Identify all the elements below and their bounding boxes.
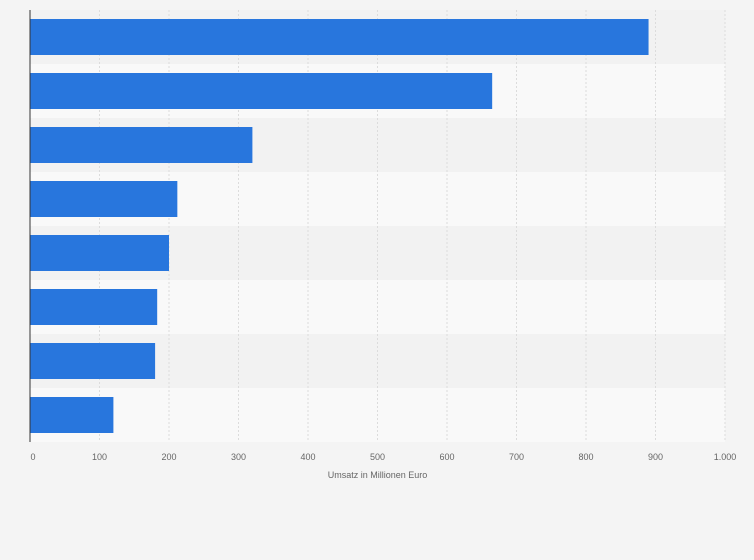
bar[interactable] — [30, 181, 178, 217]
bar[interactable] — [30, 289, 158, 325]
x-tick-label: 800 — [578, 452, 593, 462]
x-tick-label: 600 — [439, 452, 454, 462]
bar[interactable] — [30, 19, 649, 55]
x-axis-title: Umsatz in Millionen Euro — [328, 470, 428, 480]
x-tick-label: 700 — [509, 452, 524, 462]
bar[interactable] — [30, 397, 114, 433]
bar[interactable] — [30, 235, 169, 271]
x-tick-label: 0 — [30, 452, 35, 462]
x-tick-label: 900 — [648, 452, 663, 462]
x-tick-label: 400 — [300, 452, 315, 462]
bar[interactable] — [30, 127, 253, 163]
x-tick-label: 100 — [92, 452, 107, 462]
bars — [30, 19, 649, 433]
x-tick-label: 300 — [231, 452, 246, 462]
x-tick-label: 1.000 — [714, 452, 737, 462]
x-tick-label: 500 — [370, 452, 385, 462]
bar[interactable] — [30, 73, 493, 109]
x-axis-ticks: 0 100 200 300 400 500 600 700 800 900 1.000 — [30, 452, 736, 462]
bar[interactable] — [30, 343, 156, 379]
x-tick-label: 200 — [161, 452, 176, 462]
